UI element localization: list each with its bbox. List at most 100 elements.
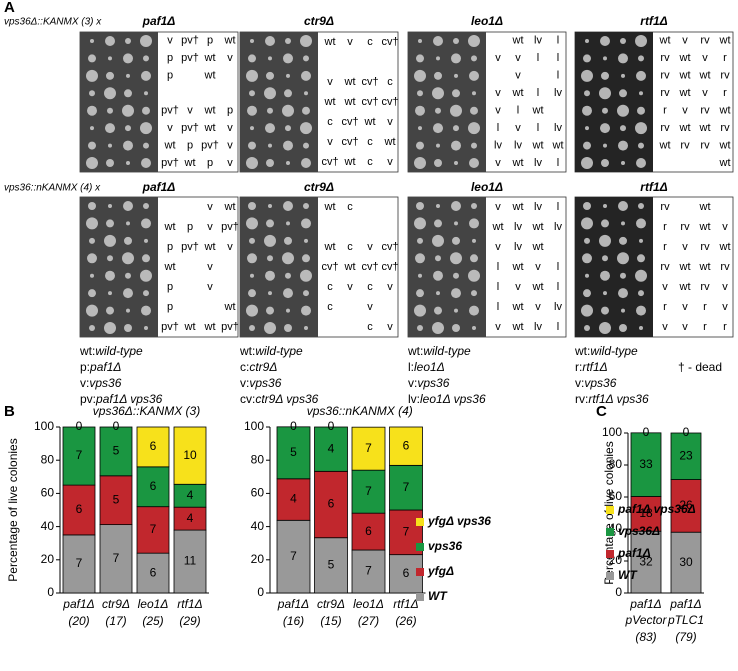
colony [283, 288, 293, 299]
y-tick-label: 0 [47, 585, 54, 599]
key-name: wild-type [95, 344, 143, 358]
colony [417, 90, 423, 97]
y-tick-label: 60 [251, 486, 265, 500]
colony [285, 38, 291, 44]
genotype-label: lv [534, 201, 542, 213]
genotype-label: r [723, 87, 727, 99]
genotype-label: wt [204, 321, 216, 333]
row-label: vps36Δ::KANMX (3) x [4, 17, 102, 28]
colony [453, 125, 459, 132]
y-tick-label: 100 [602, 425, 622, 439]
genotype-label: r [723, 52, 727, 64]
genotype-label: wt [699, 261, 711, 273]
key-name: vps36 [584, 376, 616, 390]
bar-segment [630, 530, 662, 594]
colony [416, 202, 424, 210]
genotype-label: l [557, 157, 559, 169]
column-title: rtf1Δ [640, 180, 667, 194]
colony [472, 326, 476, 330]
colony [126, 221, 130, 226]
colony [433, 36, 443, 46]
colony [638, 142, 644, 149]
genotype-label: c [387, 76, 393, 88]
genotype-label: wt [344, 76, 356, 88]
genotype-label: cv† [361, 76, 378, 88]
segment-count: 0 [328, 419, 335, 433]
genotype-label: v [167, 122, 173, 134]
legend-label: vps36 [428, 539, 462, 553]
colony [140, 122, 152, 135]
genotype-label: r [703, 301, 707, 313]
colony [603, 291, 607, 296]
colony [620, 125, 626, 132]
plate-image [80, 32, 158, 172]
genotype-label: p [207, 157, 213, 169]
genotype-label: rv [680, 140, 690, 152]
x-tick-note: pTLC1 [667, 613, 704, 627]
colony [286, 308, 290, 313]
colony [635, 35, 647, 47]
colony [619, 89, 627, 98]
colony [469, 305, 479, 316]
legend-label: paf1Δ vps36Δ [617, 502, 696, 516]
colony [123, 140, 133, 151]
bar-segment [314, 470, 348, 539]
genotype-label: cv† [341, 116, 358, 128]
genotype-label: rv [720, 122, 730, 134]
colony [584, 90, 590, 97]
colony [108, 204, 112, 208]
colony [601, 306, 609, 315]
colony [104, 234, 116, 247]
legend-swatch [416, 593, 424, 601]
colony [267, 255, 273, 262]
colony [435, 107, 441, 114]
colony [469, 158, 479, 168]
genotype-label: wt [492, 221, 504, 233]
segment-count: 11 [184, 554, 197, 568]
key-line: lv:leo1Δ vps36 [408, 392, 486, 406]
colony [264, 322, 276, 334]
colony [266, 219, 274, 228]
colony [471, 290, 477, 297]
colony [435, 255, 441, 262]
colony [583, 289, 591, 298]
key-name: wild-type [255, 344, 303, 358]
genotype-label: lv [534, 321, 542, 333]
colony [285, 125, 291, 132]
colony [107, 107, 113, 114]
genotype-label: pv† [201, 140, 219, 152]
genotype-label: v [347, 281, 353, 293]
colony [250, 126, 254, 131]
bar-segment [351, 512, 386, 551]
y-tick-label: 40 [41, 519, 55, 533]
colony [304, 326, 308, 330]
colony [124, 324, 132, 332]
genotype-label: l [557, 70, 559, 82]
key-line: r:rtf1Δ [575, 360, 608, 374]
genotype-label: v [227, 157, 233, 169]
legend-swatch [416, 518, 424, 526]
colony [304, 91, 308, 96]
genotype-label: l [537, 87, 539, 99]
genotype-label: p [187, 140, 193, 152]
genotype-label: wt [344, 261, 356, 273]
genotype-label: lv [514, 140, 522, 152]
segment-count: 4 [187, 488, 194, 502]
colony [142, 106, 150, 115]
colony [87, 253, 97, 264]
colony [301, 70, 311, 81]
colony [90, 39, 94, 43]
y-tick-label: 60 [41, 486, 55, 500]
bar-segment [670, 432, 702, 480]
genotype-label: c [327, 281, 333, 293]
genotype-label: l [557, 281, 559, 293]
genotype-label: wt [204, 70, 216, 82]
key-name: vps36 [89, 376, 121, 390]
x-tick-label: paf1Δ [62, 597, 94, 611]
key-abbr: l: [408, 360, 414, 374]
genotype-label: rv [660, 70, 670, 82]
colony [414, 157, 426, 169]
genotype-label: v [495, 105, 501, 117]
colony [268, 56, 272, 61]
genotype-label: c [367, 36, 373, 48]
